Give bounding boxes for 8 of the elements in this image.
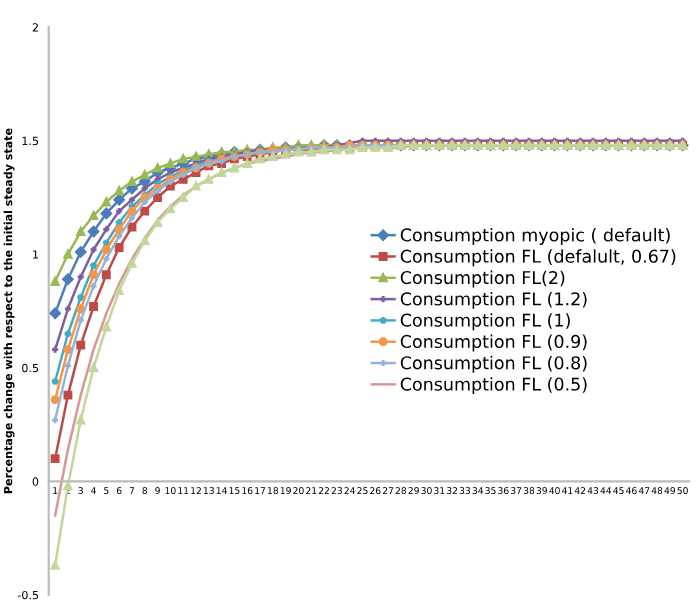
legend-label: Consumption FL (defalult, 0.67) xyxy=(400,249,676,267)
legend-label: Consumption FL (0.8) xyxy=(400,355,587,373)
legend-label: Consumption FL (1.2) xyxy=(400,291,587,309)
legend-label: Consumption FL(2) xyxy=(400,270,565,288)
legend-label: Consumption myopic ( default) xyxy=(400,228,670,245)
legend-label: Consumption FL (0.9) xyxy=(400,334,587,352)
legend-label: Consumption FL (1) xyxy=(400,313,570,331)
legend-label: Consumption FL (0.5) xyxy=(400,377,587,395)
